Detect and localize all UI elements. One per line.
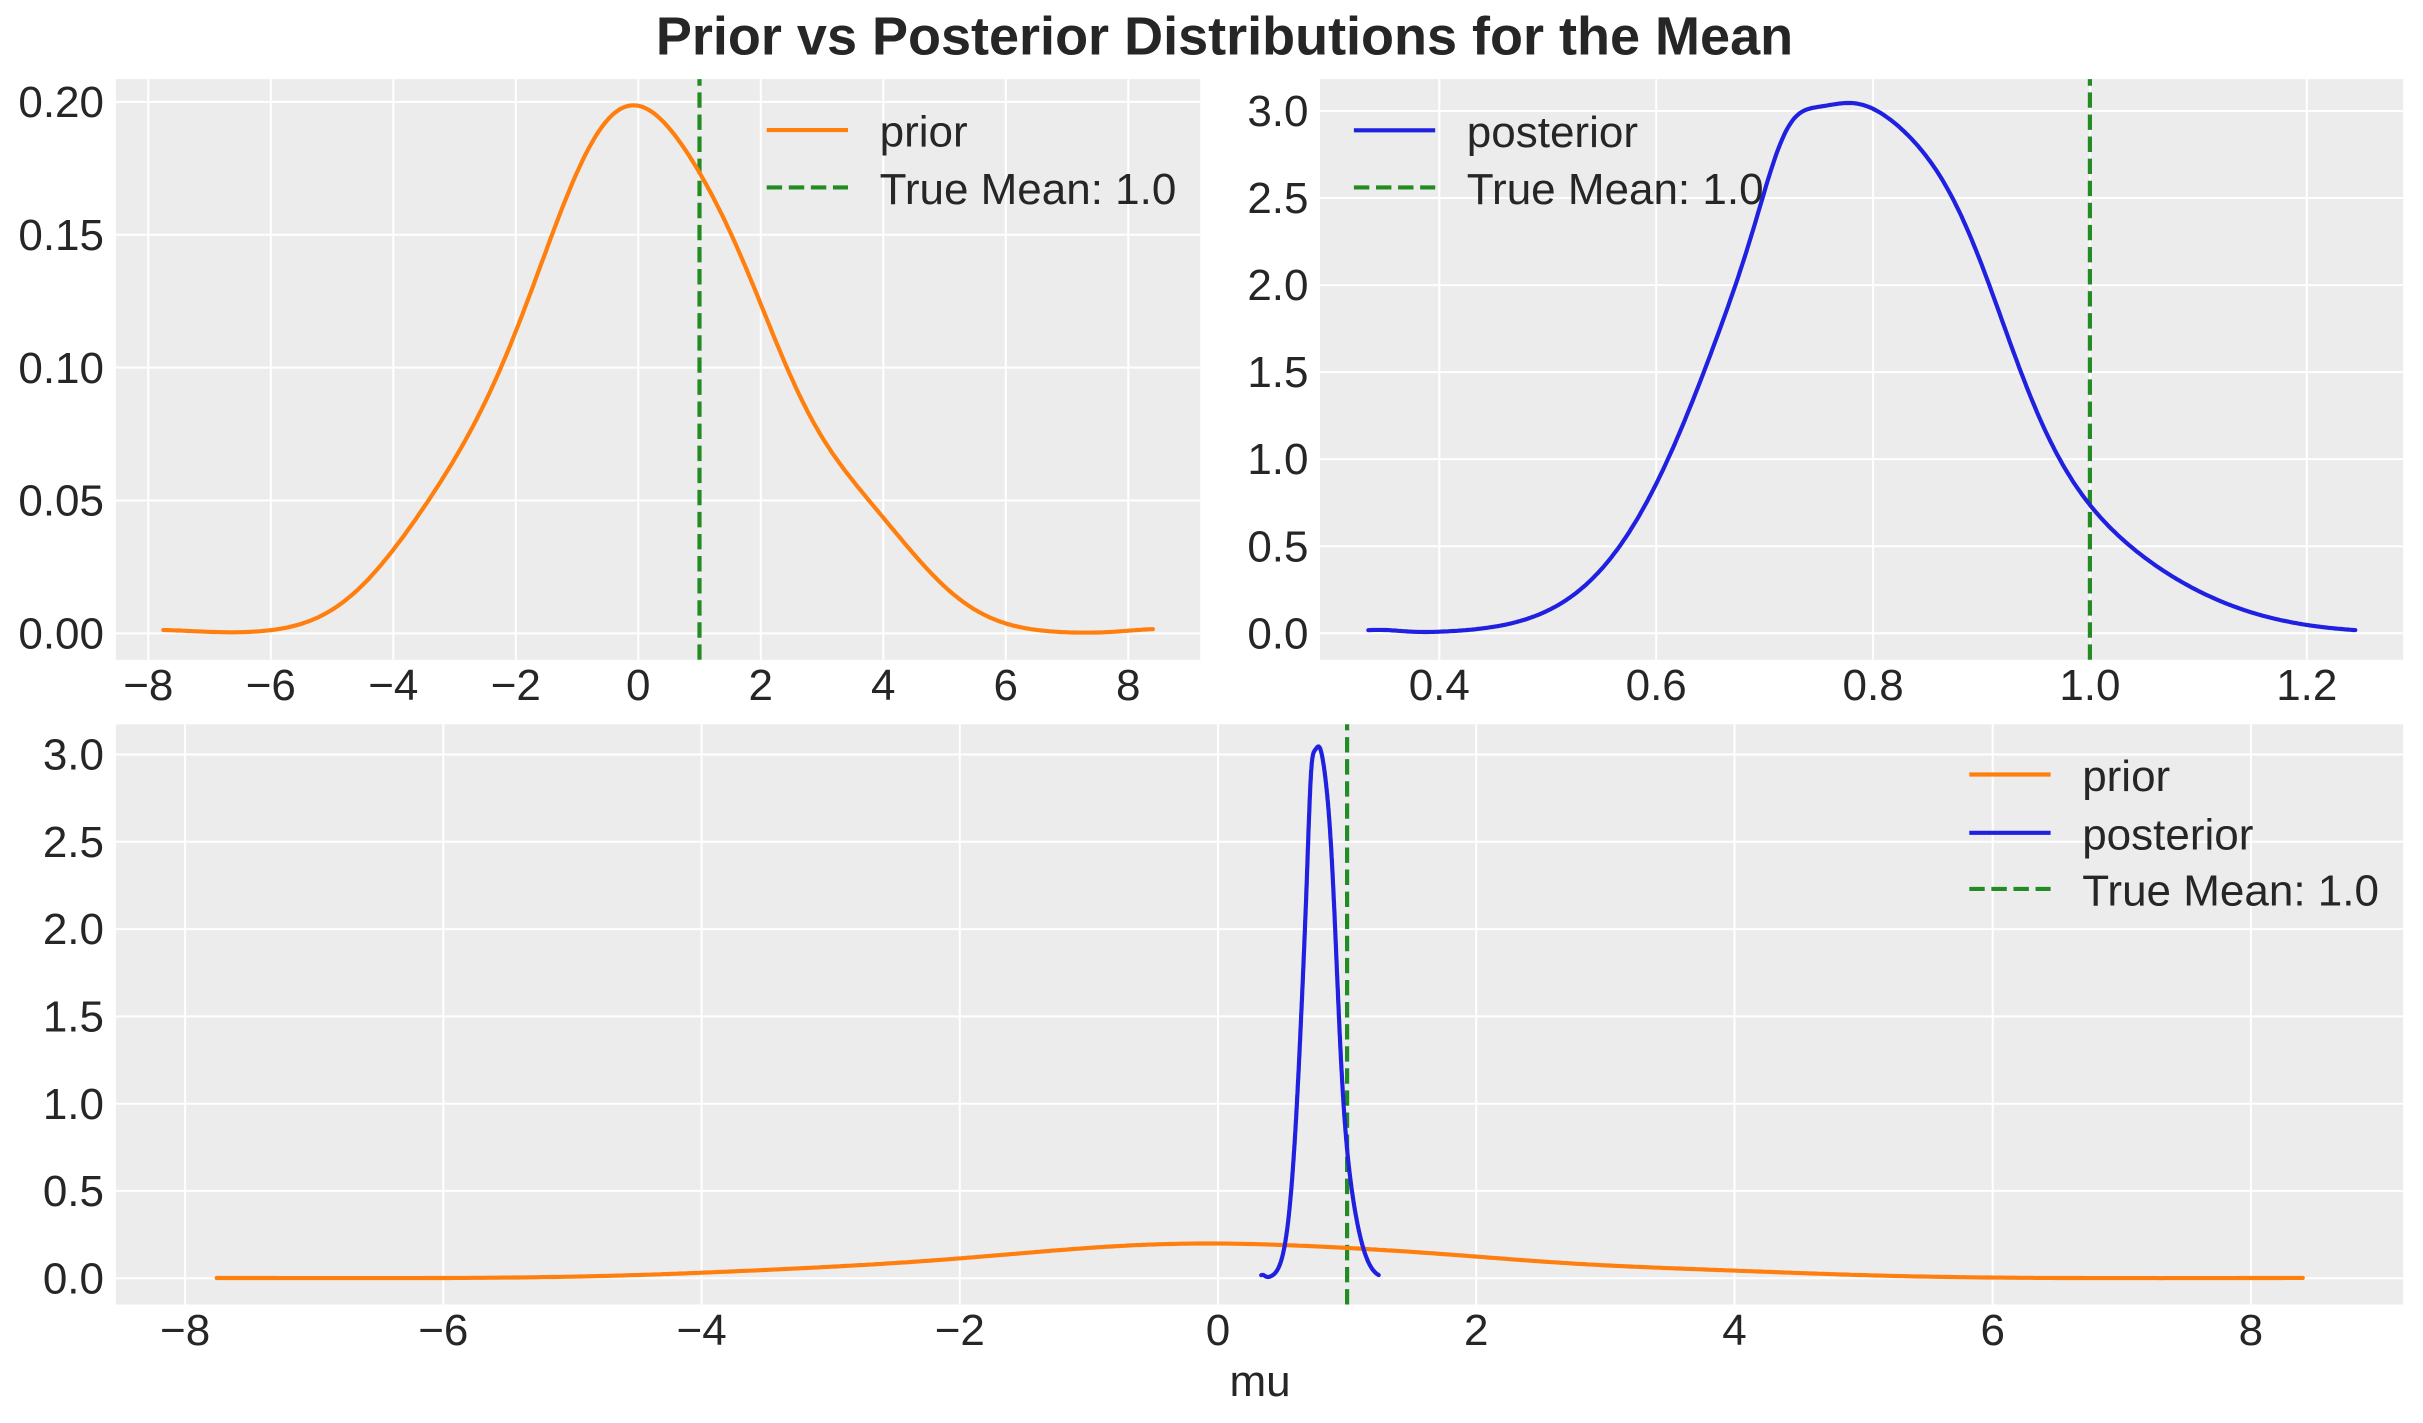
svg-text:−2: −2 <box>935 1306 985 1355</box>
svg-text:True Mean: 1.0: True Mean: 1.0 <box>2082 866 2379 915</box>
svg-text:Prior vs Posterior Distributio: Prior vs Posterior Distributions for the… <box>656 7 1793 67</box>
svg-text:0.05: 0.05 <box>18 477 104 526</box>
svg-text:0.0: 0.0 <box>43 1254 104 1303</box>
svg-text:−8: −8 <box>160 1306 210 1355</box>
svg-text:1.0: 1.0 <box>1247 435 1308 484</box>
svg-text:−6: −6 <box>418 1306 468 1355</box>
svg-text:0.6: 0.6 <box>1626 661 1687 710</box>
svg-text:3.0: 3.0 <box>43 731 104 780</box>
svg-text:−4: −4 <box>368 661 418 710</box>
svg-text:2.0: 2.0 <box>1247 261 1308 310</box>
svg-text:4: 4 <box>1722 1306 1746 1355</box>
svg-text:−4: −4 <box>677 1306 727 1355</box>
svg-text:1.0: 1.0 <box>43 1080 104 1129</box>
svg-text:0: 0 <box>1206 1306 1230 1355</box>
svg-text:−2: −2 <box>491 661 541 710</box>
svg-text:mu: mu <box>1229 1357 1290 1406</box>
svg-text:4: 4 <box>871 661 895 710</box>
svg-text:0.8: 0.8 <box>1843 661 1904 710</box>
svg-text:posterior: posterior <box>1467 108 1638 157</box>
svg-text:0.4: 0.4 <box>1409 661 1470 710</box>
svg-text:True Mean: 1.0: True Mean: 1.0 <box>880 165 1177 214</box>
svg-text:prior: prior <box>2082 752 2170 801</box>
svg-text:2: 2 <box>749 661 773 710</box>
svg-text:−6: −6 <box>246 661 296 710</box>
svg-text:0.0: 0.0 <box>1247 609 1308 658</box>
svg-text:−8: −8 <box>123 661 173 710</box>
svg-text:0.15: 0.15 <box>18 211 104 260</box>
svg-text:1.0: 1.0 <box>2059 661 2120 710</box>
svg-text:6: 6 <box>994 661 1018 710</box>
svg-text:8: 8 <box>2239 1306 2263 1355</box>
svg-text:8: 8 <box>1116 661 1140 710</box>
svg-text:3.0: 3.0 <box>1247 87 1308 136</box>
svg-text:0: 0 <box>626 661 650 710</box>
svg-text:0.10: 0.10 <box>18 344 104 393</box>
svg-text:0.00: 0.00 <box>18 610 104 659</box>
svg-text:0.5: 0.5 <box>1247 522 1308 571</box>
svg-text:2.5: 2.5 <box>43 818 104 867</box>
svg-text:posterior: posterior <box>2082 810 2253 859</box>
svg-text:2.0: 2.0 <box>43 905 104 954</box>
svg-text:True Mean: 1.0: True Mean: 1.0 <box>1467 165 1764 214</box>
svg-text:2.5: 2.5 <box>1247 174 1308 223</box>
svg-text:6: 6 <box>1980 1306 2004 1355</box>
svg-text:0.5: 0.5 <box>43 1167 104 1216</box>
svg-text:1.2: 1.2 <box>2276 661 2337 710</box>
svg-text:1.5: 1.5 <box>43 993 104 1042</box>
svg-text:1.5: 1.5 <box>1247 348 1308 397</box>
svg-text:prior: prior <box>880 108 968 157</box>
svg-text:2: 2 <box>1464 1306 1488 1355</box>
svg-text:0.20: 0.20 <box>18 78 104 127</box>
